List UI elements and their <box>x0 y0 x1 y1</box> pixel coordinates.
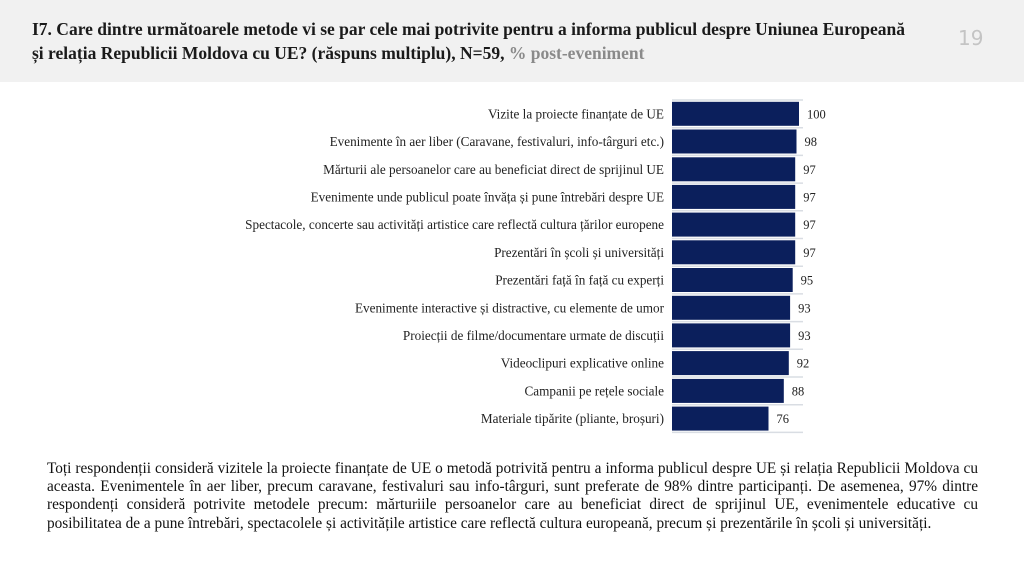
bar <box>672 240 796 265</box>
bar <box>672 101 799 126</box>
summary-paragraph: Toți respondenții consideră vizitele la … <box>47 460 978 532</box>
data-label: 97 <box>803 218 816 232</box>
category-label: Evenimente interactive și distractive, c… <box>355 300 665 315</box>
bar <box>672 268 793 292</box>
title-main: I7. Care dintre următoarele metode vi se… <box>32 19 906 63</box>
data-label: 98 <box>805 135 818 149</box>
category-label: Mărturii ale persoanelor care au benefic… <box>323 162 664 177</box>
slide-title: I7. Care dintre următoarele metode vi se… <box>32 17 912 65</box>
data-label: 97 <box>803 163 816 177</box>
slide-header: I7. Care dintre următoarele metode vi se… <box>0 0 1024 82</box>
data-label: 92 <box>797 357 810 371</box>
category-label: Proiecții de filme/documentare urmate de… <box>403 328 664 343</box>
chart-canvas: Vizite la proiecte finanțate de UE 100 Eve… <box>245 99 826 434</box>
bar <box>672 212 796 237</box>
category-label: Campanii pe rețele sociale <box>524 383 664 398</box>
page-number: 19 <box>958 26 984 50</box>
category-label: Spectacole, concerte sau activități arti… <box>245 217 664 232</box>
category-label: Evenimente în aer liber (Caravane, festi… <box>330 134 664 149</box>
category-label: Videoclipuri explicative online <box>501 356 664 371</box>
category-label: Prezentări în școli și universități <box>494 245 664 260</box>
data-label: 100 <box>807 107 826 121</box>
data-label: 76 <box>777 412 790 426</box>
category-label: Prezentări față în față cu experți <box>495 273 664 288</box>
data-label: 93 <box>798 301 811 315</box>
bar-chart: Vizite la proiecte finanțate de UE 100 Eve… <box>0 96 1024 441</box>
title-subtitle: % post-eveniment <box>508 43 645 63</box>
category-label: Materiale tipărite (pliante, broșuri) <box>481 411 664 426</box>
data-label: 93 <box>798 329 811 343</box>
bar <box>672 406 769 431</box>
bar <box>672 323 791 348</box>
bar <box>672 378 784 403</box>
bar <box>672 129 797 154</box>
data-label: 97 <box>803 190 816 204</box>
bar <box>672 184 796 209</box>
category-label: Vizite la proiecte finanțate de UE <box>488 106 664 121</box>
data-label: 88 <box>792 384 805 398</box>
category-label: Evenimente unde publicul poate învăța și… <box>311 189 664 204</box>
bar <box>672 157 796 182</box>
data-label: 97 <box>803 246 816 260</box>
bar <box>672 295 791 320</box>
bar <box>672 351 789 376</box>
data-label: 95 <box>801 274 814 288</box>
